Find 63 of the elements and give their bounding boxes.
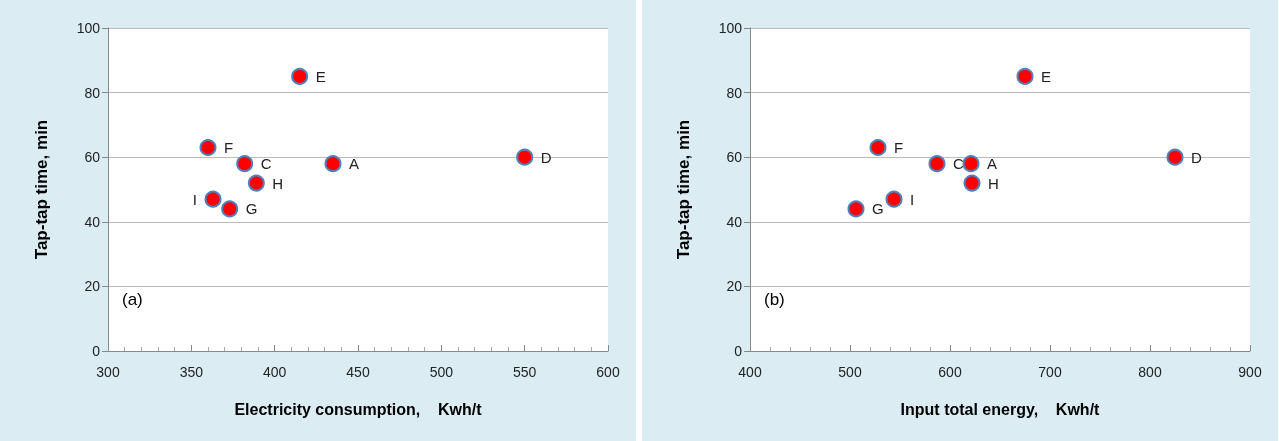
x-tick-label: 400	[738, 364, 762, 380]
point	[247, 174, 265, 192]
annotation: (b)	[764, 290, 785, 309]
point	[199, 139, 217, 157]
y-tick-label: 40	[84, 213, 101, 230]
x-tick-label: 600	[596, 364, 620, 380]
x-tick-label: 900	[1238, 364, 1262, 380]
point	[236, 155, 254, 173]
annotation: E	[315, 67, 326, 85]
x-tick-label: 600	[938, 364, 962, 380]
annotation: G	[872, 200, 884, 218]
point	[1166, 148, 1184, 166]
annotation: I	[910, 190, 915, 208]
annotation: A	[987, 155, 998, 173]
y-tick-label: 0	[734, 343, 743, 359]
x-tick-label: 450	[346, 364, 370, 380]
annotation: F	[224, 139, 234, 157]
annotation: H	[988, 174, 999, 192]
annotation: D	[1191, 148, 1202, 166]
annotation: A	[349, 155, 360, 173]
point	[962, 155, 980, 173]
y-tick-label: 60	[726, 149, 743, 166]
point	[204, 190, 222, 208]
y-axis-title: Tap-tap time, min	[32, 119, 51, 260]
point	[869, 139, 887, 157]
y-tick-label: 40	[726, 213, 743, 230]
annotation: F	[894, 139, 904, 157]
y-axis-title: Tap-tap time, min	[674, 119, 693, 260]
x-axis-title: Electricity consumption, Kwh/t	[234, 400, 483, 418]
annotation: H	[272, 174, 284, 192]
y-tick-label: 60	[84, 149, 101, 166]
point	[885, 190, 903, 208]
x-tick-label: 350	[179, 364, 204, 380]
x-tick-label: 300	[96, 364, 120, 380]
x-tick-label: 800	[1138, 364, 1162, 380]
x-tick-label: 550	[512, 364, 537, 380]
x-tick-label: 700	[1038, 364, 1062, 380]
x-axis-title: Input total energy, Kwh/t	[900, 400, 1101, 418]
y-tick-label: 0	[92, 343, 101, 359]
annotation: I	[192, 190, 197, 208]
point	[516, 148, 534, 166]
point	[928, 155, 946, 173]
y-tick-label: 20	[84, 278, 101, 295]
annotation: C	[260, 155, 272, 173]
x-tick-label: 500	[429, 364, 454, 380]
annotation: (a)	[122, 290, 143, 309]
annotation: C	[953, 155, 964, 173]
point	[963, 174, 981, 192]
y-tick-label: 100	[718, 20, 743, 36]
y-tick-label: 100	[76, 20, 101, 36]
y-tick-label: 80	[84, 84, 101, 101]
point	[221, 200, 239, 218]
point	[847, 200, 865, 218]
annotation: E	[1041, 67, 1052, 85]
point	[1016, 67, 1034, 85]
x-tick-label: 500	[838, 364, 862, 380]
point	[324, 155, 342, 173]
annotation: G	[245, 200, 258, 218]
y-tick-label: 20	[726, 278, 743, 295]
y-tick-label: 80	[726, 84, 743, 101]
annotation: D	[540, 148, 552, 166]
point	[291, 67, 309, 85]
x-tick-label: 400	[262, 364, 287, 380]
